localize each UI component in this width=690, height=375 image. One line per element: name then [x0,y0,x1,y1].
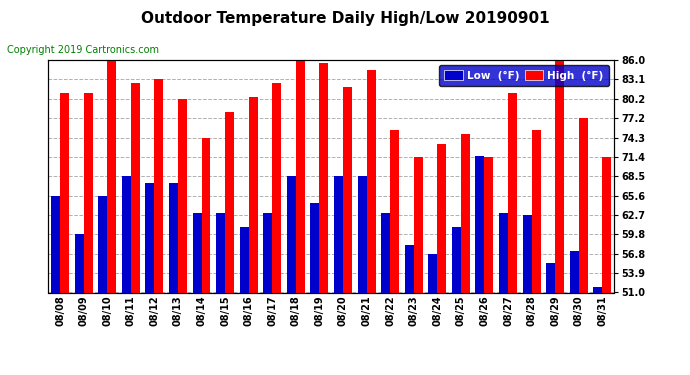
Bar [296,60,305,292]
Bar [131,83,140,292]
Bar [178,99,187,292]
Bar [98,195,107,292]
Bar [546,263,555,292]
Bar [428,254,437,292]
Bar [579,118,588,292]
Bar [593,287,602,292]
Bar [155,79,164,292]
Bar [334,176,343,292]
Bar [83,93,92,292]
Bar [319,63,328,292]
Bar [169,183,178,292]
Bar [122,176,131,292]
Bar [508,93,517,292]
Bar [499,213,508,292]
Bar [107,60,116,292]
Bar [452,227,461,292]
Bar [602,157,611,292]
Bar [531,130,540,292]
Bar [475,156,484,292]
Bar [366,70,375,292]
Bar [239,227,248,292]
Bar [570,251,579,292]
Bar [287,176,296,292]
Bar [357,176,366,292]
Bar [461,134,470,292]
Bar [201,138,210,292]
Text: Outdoor Temperature Daily High/Low 20190901: Outdoor Temperature Daily High/Low 20190… [141,11,549,26]
Bar [390,130,399,292]
Text: Copyright 2019 Cartronics.com: Copyright 2019 Cartronics.com [7,45,159,55]
Bar [405,245,414,292]
Bar [225,112,234,292]
Bar [484,157,493,292]
Bar [555,60,564,292]
Bar [193,213,201,292]
Bar [343,87,352,292]
Bar [414,157,423,292]
Bar [310,204,319,292]
Bar [437,144,446,292]
Bar [381,213,390,292]
Legend: Low  (°F), High  (°F): Low (°F), High (°F) [439,65,609,86]
Bar [216,213,225,292]
Bar [522,216,531,292]
Bar [75,234,83,292]
Bar [273,83,282,292]
Bar [146,183,155,292]
Bar [60,93,69,292]
Bar [248,97,257,292]
Bar [264,213,273,292]
Bar [51,195,60,292]
